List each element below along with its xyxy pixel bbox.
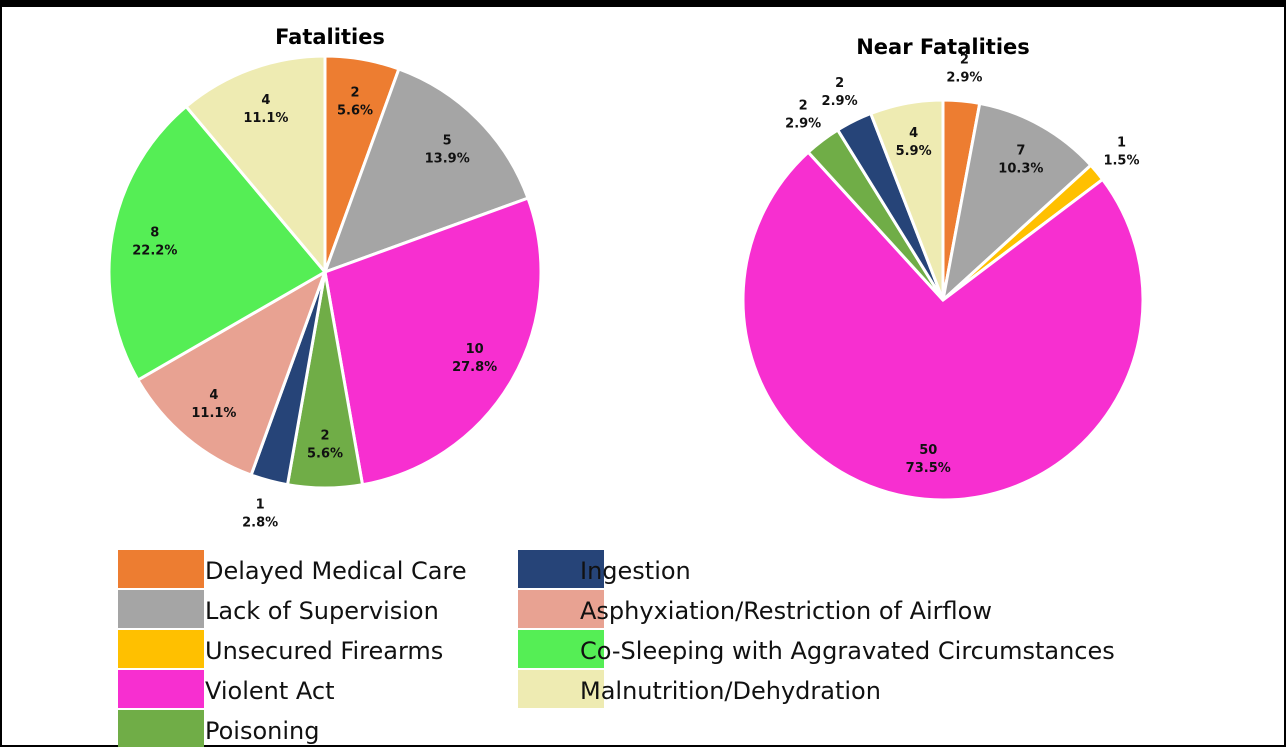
pie-slice <box>323 196 543 487</box>
slice-value-label: 2 <box>799 98 808 113</box>
slice-value-label: 4 <box>261 93 270 108</box>
legend-label: Delayed Medical Care <box>205 557 467 585</box>
pie-slice <box>868 98 945 301</box>
legend-swatch <box>118 550 204 588</box>
slice-percent-label: 5.6% <box>307 446 343 461</box>
slice-percent-label: 2.9% <box>785 116 821 131</box>
pie-slice <box>184 54 327 277</box>
legend-label: Asphyxiation/Restriction of Airflow <box>580 597 992 625</box>
legend-label: Violent Act <box>205 677 335 705</box>
chart-title: Near Fatalities <box>856 35 1030 59</box>
legend-swatch <box>118 630 204 668</box>
slice-percent-label: 27.8% <box>452 360 497 375</box>
slice-percent-label: 2.9% <box>946 70 982 85</box>
top-bar <box>0 0 1286 7</box>
legend-swatch <box>118 710 204 748</box>
slice-percent-label: 11.1% <box>191 406 236 421</box>
pie-slice <box>741 150 1145 502</box>
slice-percent-label: 1.5% <box>1103 153 1139 168</box>
slice-value-label: 5 <box>443 133 452 148</box>
pie-slice <box>940 101 1093 305</box>
slice-value-label: 1 <box>1117 135 1126 150</box>
slice-value-label: 2 <box>320 428 329 443</box>
slice-value-label: 10 <box>466 342 484 357</box>
slice-percent-label: 5.9% <box>896 144 932 159</box>
slice-value-label: 7 <box>1016 144 1025 159</box>
legend-swatch <box>518 590 604 628</box>
chart-title: Fatalities <box>275 25 385 49</box>
slice-percent-label: 5.6% <box>337 103 373 118</box>
slice-value-label: 50 <box>919 443 937 458</box>
legend-label: Unsecured Firearms <box>205 637 443 665</box>
legend-swatch <box>118 590 204 628</box>
legend-label: Co-Sleeping with Aggravated Circumstance… <box>580 637 1115 665</box>
slice-value-label: 2 <box>350 85 359 100</box>
slice-percent-label: 2.8% <box>242 516 278 531</box>
pie-slice <box>322 67 530 275</box>
slice-percent-label: 13.9% <box>425 151 470 166</box>
slice-percent-label: 2.9% <box>822 94 858 109</box>
slice-value-label: 1 <box>256 498 265 513</box>
pie-slice <box>107 104 328 383</box>
slice-percent-label: 22.2% <box>132 243 177 258</box>
slice-value-label: 8 <box>150 225 159 240</box>
slice-percent-label: 10.3% <box>998 162 1043 177</box>
slice-value-label: 4 <box>209 388 218 403</box>
slice-percent-label: 73.5% <box>906 461 951 476</box>
legend-label: Poisoning <box>205 717 319 745</box>
legend-label: Malnutrition/Dehydration <box>580 677 881 705</box>
legend-swatch <box>118 670 204 708</box>
pie-slice <box>135 268 328 477</box>
slice-value-label: 4 <box>909 126 918 141</box>
legend-label: Lack of Supervision <box>205 597 439 625</box>
legend-swatch <box>518 550 604 588</box>
slice-value-label: 2 <box>960 52 969 67</box>
legend-label: Ingestion <box>580 557 691 585</box>
slice-value-label: 2 <box>835 76 844 91</box>
legend-swatch <box>518 670 604 708</box>
slice-percent-label: 11.1% <box>243 111 288 126</box>
legend-swatch <box>518 630 604 668</box>
